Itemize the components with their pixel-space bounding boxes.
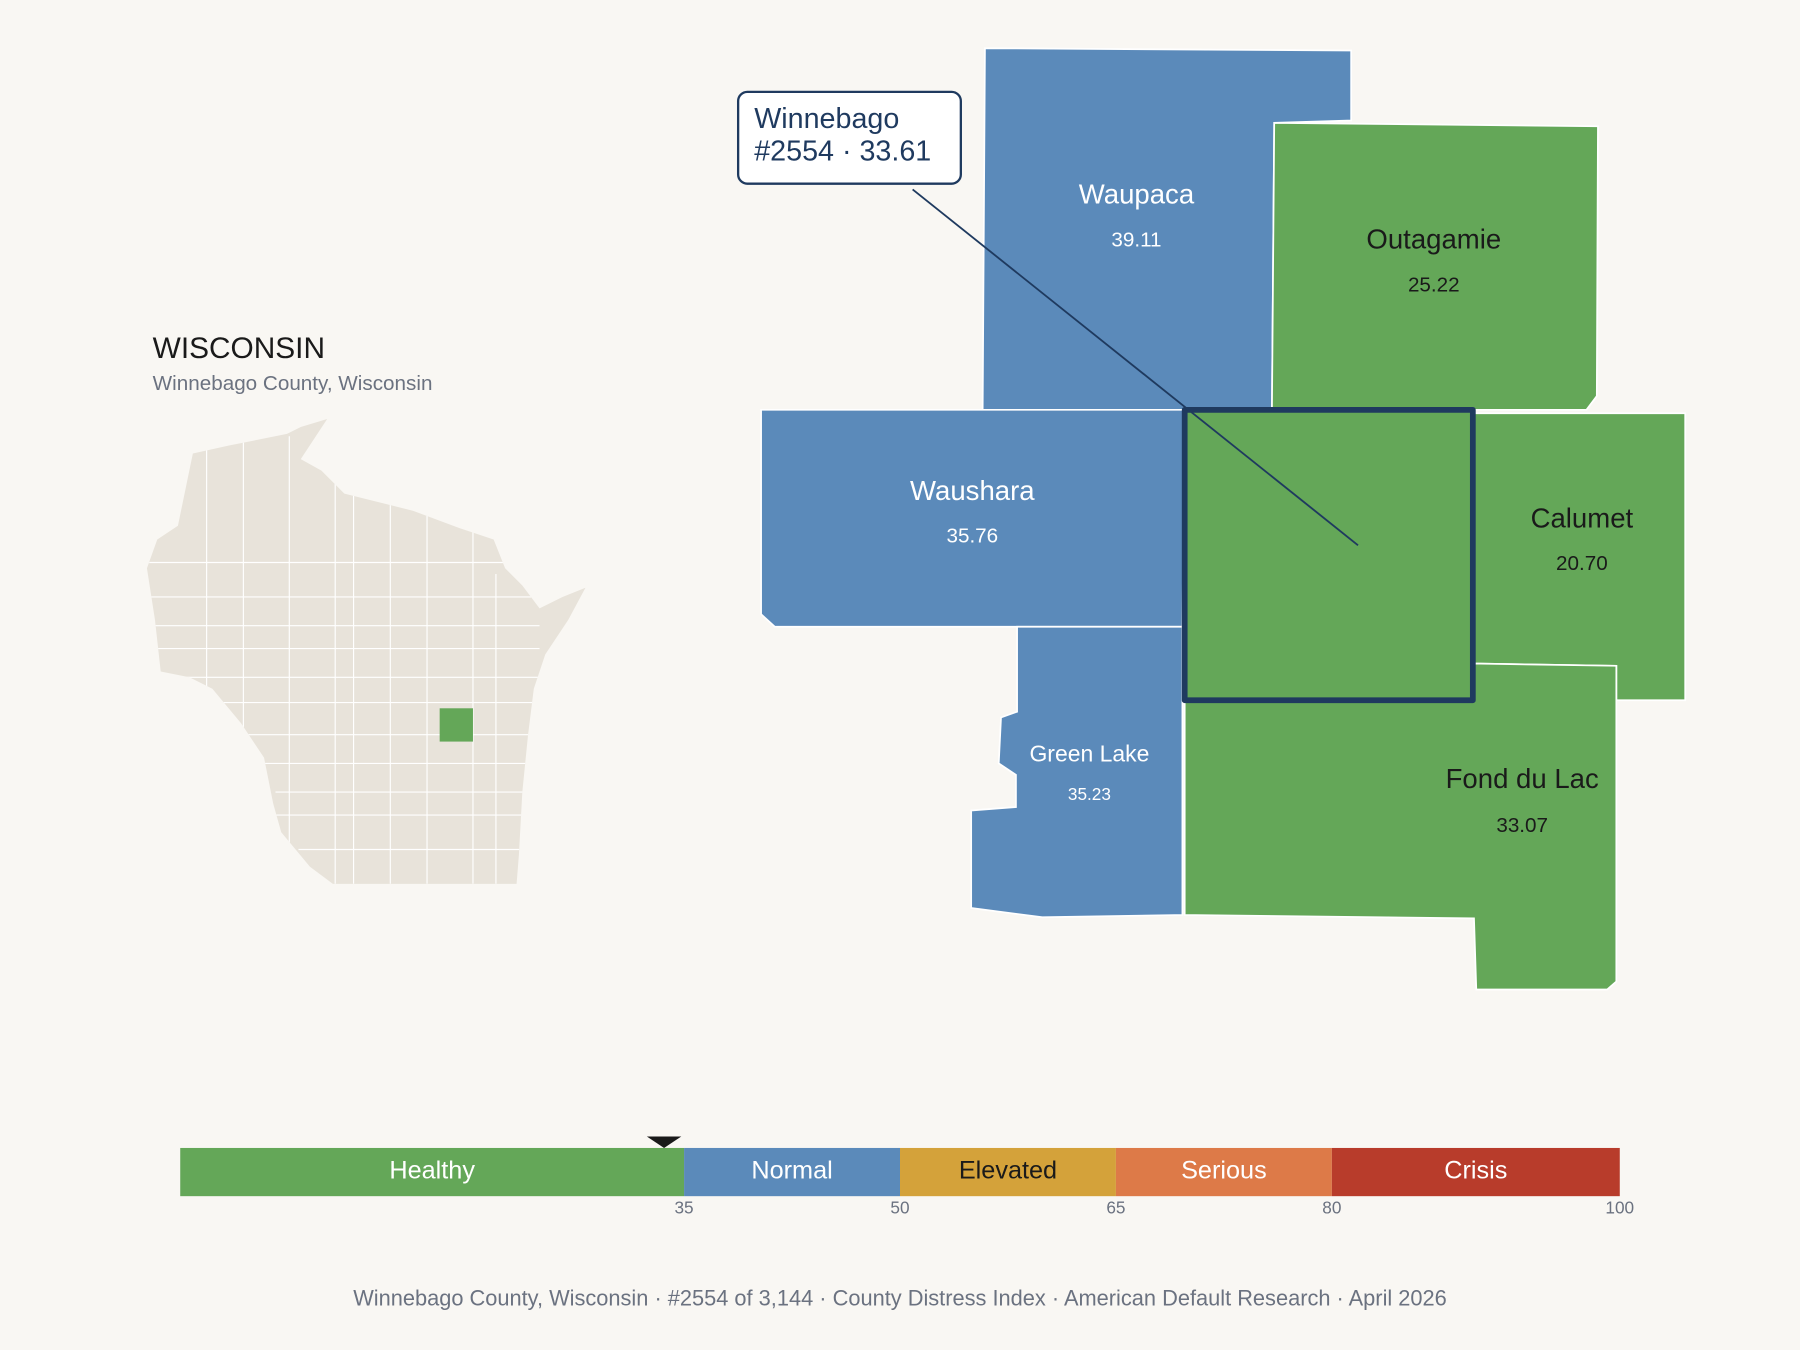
county-value: 33.07 xyxy=(1496,814,1548,837)
scale-tick-label: 100 xyxy=(1605,1197,1634,1217)
scale-marker xyxy=(646,1136,682,1148)
county-name: Fond du Lac xyxy=(1446,763,1599,794)
county xyxy=(970,625,1184,919)
county-map: Waupaca 39.11 Outagamie 25.22 Waushara 35.76 C… xyxy=(760,47,1687,991)
scale-tick-label: 50 xyxy=(890,1197,909,1217)
scale-band xyxy=(1115,1147,1332,1197)
scale-band-label: Elevated xyxy=(959,1157,1057,1185)
county-name: Green Lake xyxy=(1029,740,1149,766)
scale-tick-label: 65 xyxy=(1106,1197,1125,1217)
state-title: WISCONSIN xyxy=(153,332,325,365)
scale-tick-label: 80 xyxy=(1322,1197,1341,1217)
county-value: 25.22 xyxy=(1408,273,1460,296)
scale-band-label: Healthy xyxy=(389,1157,475,1185)
inset-focus-county xyxy=(439,708,473,742)
scale-band-label: Crisis xyxy=(1444,1157,1507,1185)
distress-scale: Healthy Normal Elevated Serious Crisis 35 50 65… xyxy=(180,1136,1634,1217)
county-name: Outagamie xyxy=(1366,223,1501,254)
county xyxy=(1271,121,1599,411)
county-value: 20.70 xyxy=(1556,552,1608,575)
callout-box xyxy=(736,90,962,185)
state-subtitle: Winnebago County, Wisconsin xyxy=(153,372,433,395)
footer: Winnebago County, Wisconsin · #2554 of 3… xyxy=(353,1285,1447,1310)
county-name: Waupaca xyxy=(1079,179,1195,210)
callout-label: #2554 · 33.61 xyxy=(754,135,931,167)
callout-leader xyxy=(912,188,1359,546)
county-name: Waushara xyxy=(910,475,1035,506)
county xyxy=(1183,662,1618,991)
county-value: 39.11 xyxy=(1111,229,1161,252)
scale-band-label: Serious xyxy=(1181,1157,1267,1185)
callout: Winnebago #2554 · 33.61 xyxy=(736,90,1359,546)
scale-band xyxy=(900,1147,1116,1197)
state-outline xyxy=(146,419,586,884)
county-name: Calumet xyxy=(1531,502,1634,533)
county xyxy=(760,408,1186,628)
county-grid xyxy=(149,436,540,884)
county-value: 35.23 xyxy=(1068,784,1111,804)
state-inset: WISCONSIN Winnebago County, Wisconsin xyxy=(146,332,586,884)
focus-county xyxy=(1181,406,1476,704)
scale-band xyxy=(684,1147,900,1197)
scale-band-label: Normal xyxy=(751,1157,832,1185)
scale-band xyxy=(1331,1147,1620,1197)
scale-tick-label: 35 xyxy=(674,1197,693,1217)
county-value: 35.76 xyxy=(946,525,998,548)
scale-band xyxy=(180,1147,685,1197)
callout-name: Winnebago xyxy=(754,103,899,135)
